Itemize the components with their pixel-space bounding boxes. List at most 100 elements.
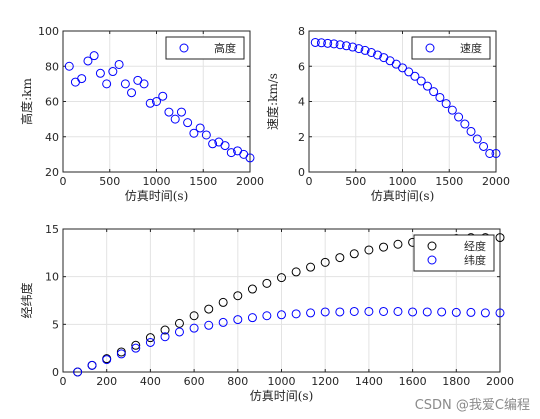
x-tick-label: 1800 <box>442 375 470 388</box>
data-point <box>408 307 418 317</box>
legend-label: 高度 <box>214 41 236 55</box>
chart-2: 0 500 1000 1500 2000 0 2 4 6 8 仿真时间(s) 速度:km/s 速度 <box>265 25 510 203</box>
data-point <box>447 105 457 115</box>
data-point <box>131 340 141 350</box>
data-point <box>335 40 345 50</box>
data-point <box>195 123 205 133</box>
data-point <box>323 38 333 48</box>
data-point <box>233 291 243 301</box>
data-point <box>160 325 170 335</box>
x-tick-label: 600 <box>184 375 205 388</box>
data-point <box>441 99 451 109</box>
legend-box <box>165 36 245 60</box>
x-axis-label: 仿真时间(s) <box>371 189 435 203</box>
data-point <box>174 318 184 328</box>
x-tick-label: 0 <box>60 375 67 388</box>
data-point <box>262 278 272 288</box>
data-point <box>277 273 286 283</box>
data-point <box>360 45 370 55</box>
x-tick-label: 1600 <box>399 375 427 388</box>
data-point <box>127 88 137 98</box>
data-point <box>329 39 339 49</box>
y-tick-label: 2 <box>298 131 305 144</box>
data-point <box>116 349 126 359</box>
data-point <box>479 141 489 151</box>
data-point <box>102 355 112 365</box>
data-point <box>437 307 447 317</box>
data-point <box>410 71 420 81</box>
data-point <box>341 41 351 51</box>
y-tick-label: 6 <box>298 60 305 73</box>
data-point <box>95 68 105 78</box>
data-point <box>306 262 316 272</box>
data-point <box>73 367 83 377</box>
legend-marker <box>425 43 435 53</box>
data-point <box>422 307 432 317</box>
data-point <box>218 297 228 307</box>
data-point <box>320 307 330 317</box>
data-point <box>404 67 414 77</box>
y-tick-label: 20 <box>45 166 59 179</box>
data-point <box>277 310 286 320</box>
x-tick-label: 0 <box>306 175 313 188</box>
data-point <box>226 148 236 158</box>
data-point <box>364 306 374 316</box>
data-point <box>145 333 155 343</box>
data-point <box>160 332 170 342</box>
legend: 速度 <box>411 36 491 60</box>
legend-label: 速度 <box>460 41 482 55</box>
y-tick-label: 15 <box>45 223 59 236</box>
data-point <box>131 343 141 353</box>
series-1 <box>310 37 501 158</box>
x-axis-label: 仿真时间(s) <box>125 189 189 203</box>
data-point <box>108 67 118 77</box>
x-tick-label: 500 <box>99 175 120 188</box>
data-point <box>220 141 230 151</box>
data-point <box>174 327 184 337</box>
data-point <box>364 245 374 255</box>
y-tick-label: 5 <box>52 318 59 331</box>
data-point <box>245 153 255 163</box>
data-point <box>349 249 359 259</box>
x-tick-label: 800 <box>227 375 248 388</box>
data-point <box>218 317 228 327</box>
data-point <box>291 309 301 319</box>
data-point <box>87 360 97 370</box>
data-point <box>320 257 330 267</box>
chart-1: 0 500 1000 1500 2000 20 40 60 80 100 仿真时间(s) 高度:km 高… <box>19 25 264 203</box>
x-tick-label: 0 <box>60 175 67 188</box>
legend-box <box>413 234 495 272</box>
data-point <box>349 306 359 316</box>
data-point <box>398 63 407 73</box>
data-point <box>348 42 358 52</box>
data-point <box>83 56 93 66</box>
data-point <box>176 107 186 117</box>
legend-label: 纬度 <box>464 253 486 267</box>
data-point <box>120 79 130 89</box>
y-tick-label: 0 <box>298 166 305 179</box>
data-point <box>335 253 345 263</box>
legend-box <box>411 36 491 60</box>
data-point <box>233 315 243 325</box>
legend-label: 经度 <box>464 239 486 253</box>
data-point <box>379 306 389 316</box>
data-point <box>145 337 155 347</box>
x-tick-label: 1000 <box>268 375 296 388</box>
x-tick-label: 1200 <box>311 375 339 388</box>
data-point <box>114 59 124 69</box>
x-tick-label: 1500 <box>189 175 217 188</box>
data-point <box>145 98 155 108</box>
legend: 高度 <box>165 36 245 60</box>
y-axis-label: 速度:km/s <box>265 73 280 130</box>
y-tick-label: 80 <box>45 60 59 73</box>
data-point <box>379 242 389 252</box>
data-point <box>466 126 476 136</box>
data-point <box>102 79 112 89</box>
data-point <box>393 306 403 316</box>
data-point <box>262 311 272 321</box>
data-point <box>208 139 218 149</box>
watermark: CSDN @我爱C编程 <box>414 398 530 413</box>
y-tick-label: 8 <box>298 25 305 38</box>
